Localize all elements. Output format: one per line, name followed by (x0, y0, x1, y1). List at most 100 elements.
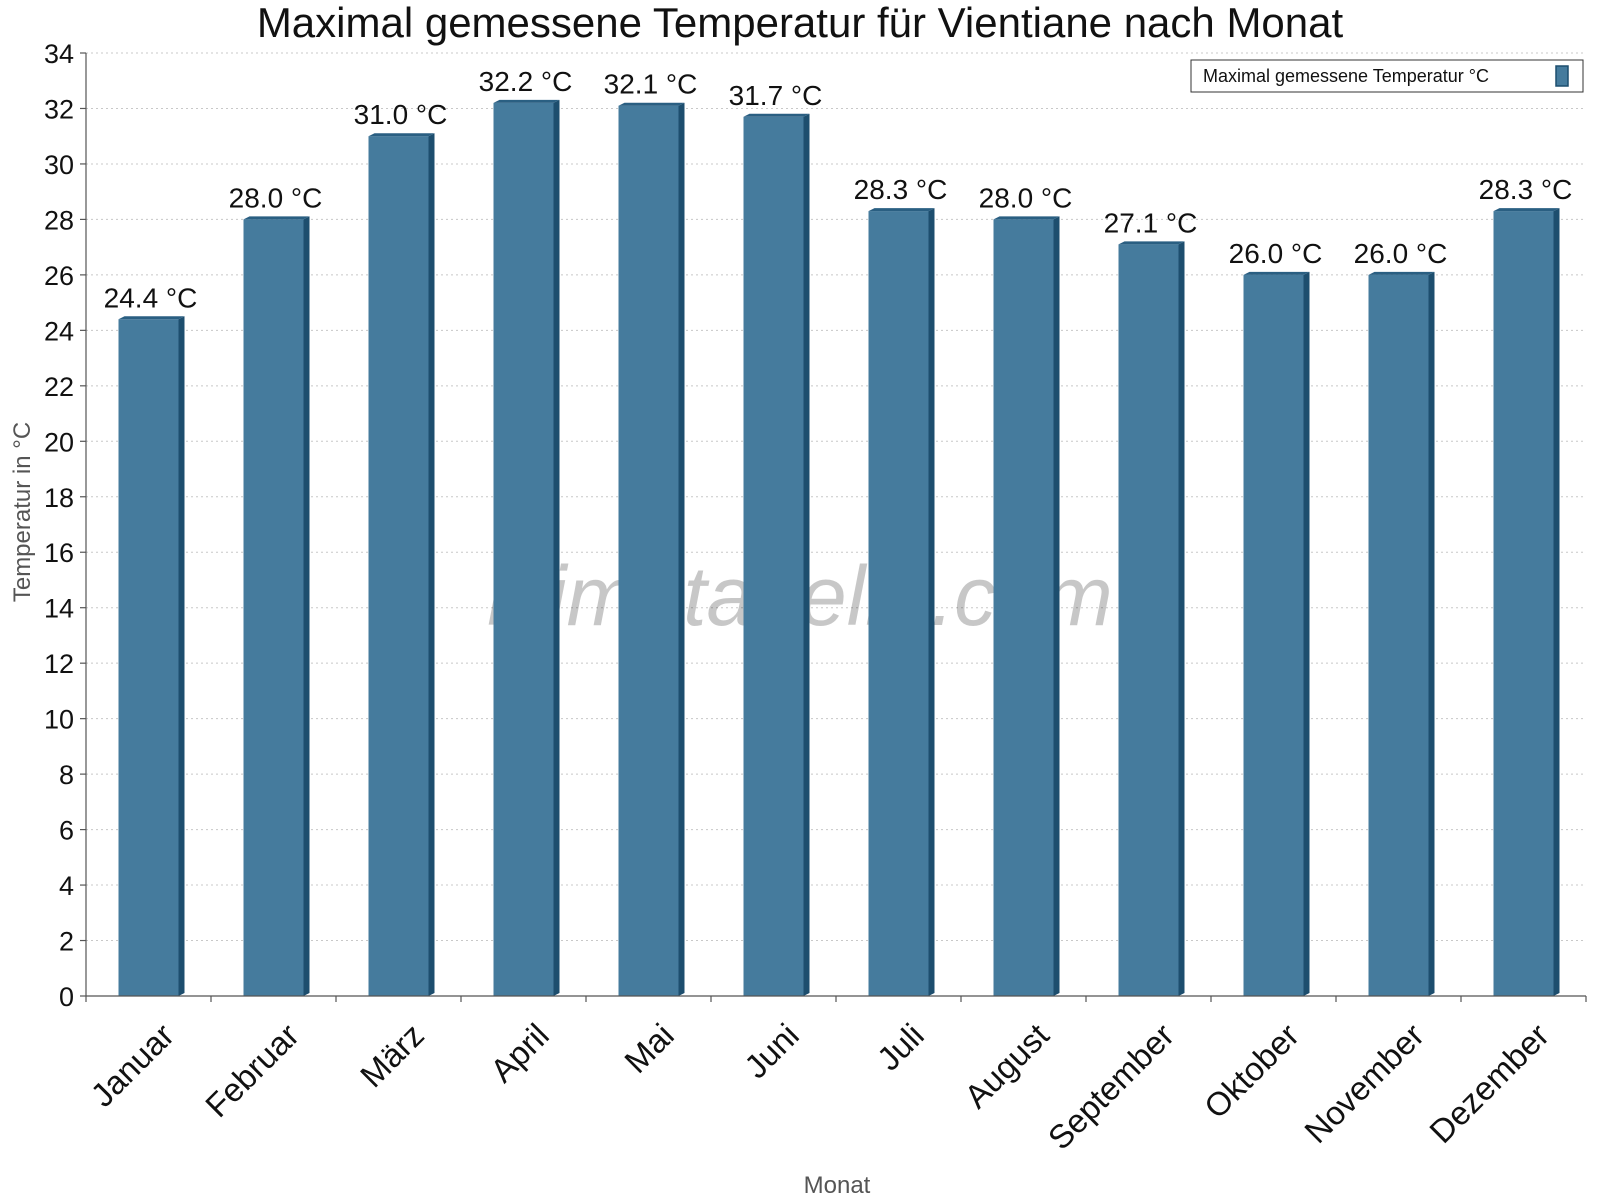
x-tick-label: Juni (737, 1016, 806, 1085)
bar-side (1553, 208, 1560, 996)
bar (993, 216, 1060, 997)
data-label: 28.3 °C (1479, 174, 1573, 205)
bar (618, 102, 685, 996)
legend-swatch (1555, 65, 1569, 87)
x-tick-label: März (353, 1016, 431, 1094)
bar (243, 216, 310, 997)
bar (493, 99, 560, 997)
bar-side (928, 208, 935, 996)
bar-side (1303, 271, 1310, 997)
bar-front (1493, 211, 1554, 996)
y-tick-label: 10 (44, 705, 74, 735)
bar-front (368, 136, 429, 997)
y-tick-label: 18 (44, 483, 74, 513)
bar-side (678, 102, 685, 996)
x-tick-label: Oktober (1197, 1016, 1306, 1125)
y-tick-label: 26 (44, 261, 74, 291)
bar-top (1493, 208, 1560, 212)
bar-top (1243, 271, 1310, 275)
bar-front (993, 219, 1054, 997)
y-tick-label: 22 (44, 372, 74, 402)
y-tick-label: 8 (59, 760, 74, 790)
bar-front (868, 211, 929, 996)
bar-top (1118, 241, 1185, 245)
y-tick-label: 28 (44, 205, 74, 235)
bar-front (493, 102, 554, 997)
bar (1118, 241, 1185, 996)
data-label: 32.1 °C (604, 69, 698, 100)
bar-front (118, 319, 179, 997)
data-label: 31.0 °C (354, 99, 448, 130)
bar-side (553, 99, 560, 997)
bar-side (178, 316, 185, 997)
x-tick-label: Januar (83, 1016, 181, 1114)
y-tick-label: 4 (59, 871, 74, 901)
data-label: 26.0 °C (1354, 238, 1448, 269)
y-tick-label: 2 (59, 927, 74, 957)
x-tick-label: Februar (198, 1016, 306, 1124)
data-label: 26.0 °C (1229, 238, 1323, 269)
bar-front (1368, 274, 1429, 997)
legend-label: Maximal gemessene Temperatur °C (1203, 66, 1489, 86)
y-tick-label: 14 (44, 594, 74, 624)
y-tick-label: 0 (59, 982, 74, 1012)
legend-box (1190, 59, 1584, 93)
y-tick-label: 32 (44, 94, 74, 124)
bar-top (243, 216, 310, 220)
bar-top (493, 99, 560, 103)
bars (118, 99, 1560, 997)
grid-lines (86, 52, 1586, 942)
bar (743, 113, 810, 996)
bar (868, 208, 935, 996)
bar-top (618, 102, 685, 106)
bar-front (243, 219, 304, 997)
bar-side (803, 113, 810, 996)
bar (1368, 271, 1435, 997)
bar-side (1178, 241, 1185, 996)
data-label: 31.7 °C (729, 80, 823, 111)
bar (1243, 271, 1310, 997)
bar-side (303, 216, 310, 997)
y-tick-label: 6 (59, 816, 74, 846)
axes (80, 52, 1587, 1002)
bar (368, 133, 435, 997)
data-label: 28.0 °C (979, 182, 1073, 213)
bar-top (868, 208, 935, 212)
bar (1493, 208, 1560, 996)
bar-top (743, 113, 810, 117)
x-tick-label: August (957, 1016, 1056, 1115)
y-axis-title: Temperatur in °C (9, 422, 36, 602)
data-label: 32.2 °C (479, 66, 573, 97)
bar-top (993, 216, 1060, 220)
x-tick-label: November (1297, 1016, 1431, 1150)
x-tick-label: September (1041, 1016, 1181, 1156)
x-tick-labels: Januar Februar März April Mai Juni Juli AugustS… (83, 1016, 1556, 1156)
y-tick-label: 16 (44, 538, 74, 568)
y-tick-label: 24 (44, 316, 74, 346)
data-label: 27.1 °C (1104, 207, 1198, 238)
bar-top (1368, 271, 1435, 275)
x-tick-label: Dezember (1422, 1016, 1556, 1150)
x-axis-title: Monat (804, 1172, 871, 1199)
bar-top (368, 133, 435, 137)
data-label: 28.3 °C (854, 174, 948, 205)
bar-front (618, 105, 679, 996)
bar-front (1243, 274, 1304, 997)
data-label: 28.0 °C (229, 182, 323, 213)
data-label: 24.4 °C (104, 282, 198, 313)
legend: Maximal gemessene Temperatur °C (1190, 59, 1584, 93)
chart-title: Maximal gemessene Temperatur für Vientia… (257, 0, 1344, 46)
y-tick-label: 30 (44, 150, 74, 180)
bar-side (1053, 216, 1060, 997)
y-tick-label: 34 (44, 39, 74, 69)
x-tick-label: Mai (617, 1016, 681, 1080)
y-tick-label: 20 (44, 427, 74, 457)
bar-side (428, 133, 435, 997)
bar-top (118, 316, 185, 320)
bar (118, 316, 185, 997)
bar-front (1118, 244, 1179, 996)
bar-side (1428, 271, 1435, 997)
y-tick-label: 12 (44, 649, 74, 679)
